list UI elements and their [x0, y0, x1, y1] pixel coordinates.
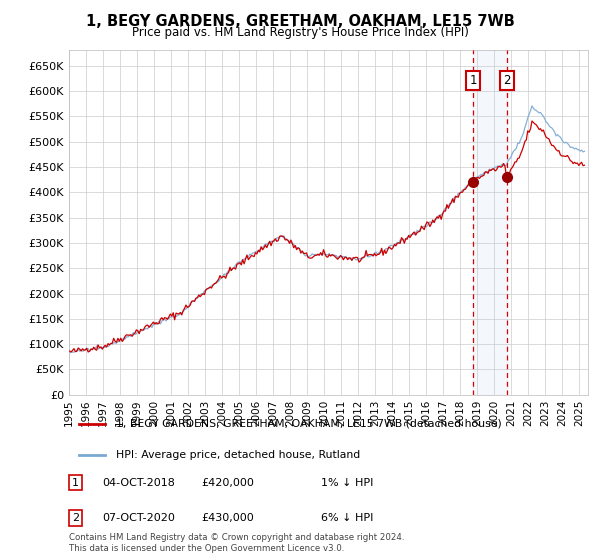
Text: Price paid vs. HM Land Registry's House Price Index (HPI): Price paid vs. HM Land Registry's House …: [131, 26, 469, 39]
Text: 2: 2: [72, 513, 79, 523]
Text: 1, BEGY GARDENS, GREETHAM, OAKHAM, LE15 7WB (detached house): 1, BEGY GARDENS, GREETHAM, OAKHAM, LE15 …: [116, 419, 502, 429]
Text: Contains HM Land Registry data © Crown copyright and database right 2024.
This d: Contains HM Land Registry data © Crown c…: [69, 533, 404, 553]
Text: 1: 1: [469, 74, 477, 87]
Text: 07-OCT-2020: 07-OCT-2020: [102, 513, 175, 523]
Text: 2: 2: [503, 74, 511, 87]
Text: 1: 1: [72, 478, 79, 488]
Text: £420,000: £420,000: [201, 478, 254, 488]
Bar: [473, 50, 507, 395]
Text: 6% ↓ HPI: 6% ↓ HPI: [321, 513, 373, 523]
Text: HPI: Average price, detached house, Rutland: HPI: Average price, detached house, Rutl…: [116, 450, 360, 460]
Text: 04-OCT-2018: 04-OCT-2018: [102, 478, 175, 488]
Text: 1% ↓ HPI: 1% ↓ HPI: [321, 478, 373, 488]
Text: £430,000: £430,000: [201, 513, 254, 523]
Text: 1, BEGY GARDENS, GREETHAM, OAKHAM, LE15 7WB: 1, BEGY GARDENS, GREETHAM, OAKHAM, LE15 …: [86, 14, 514, 29]
